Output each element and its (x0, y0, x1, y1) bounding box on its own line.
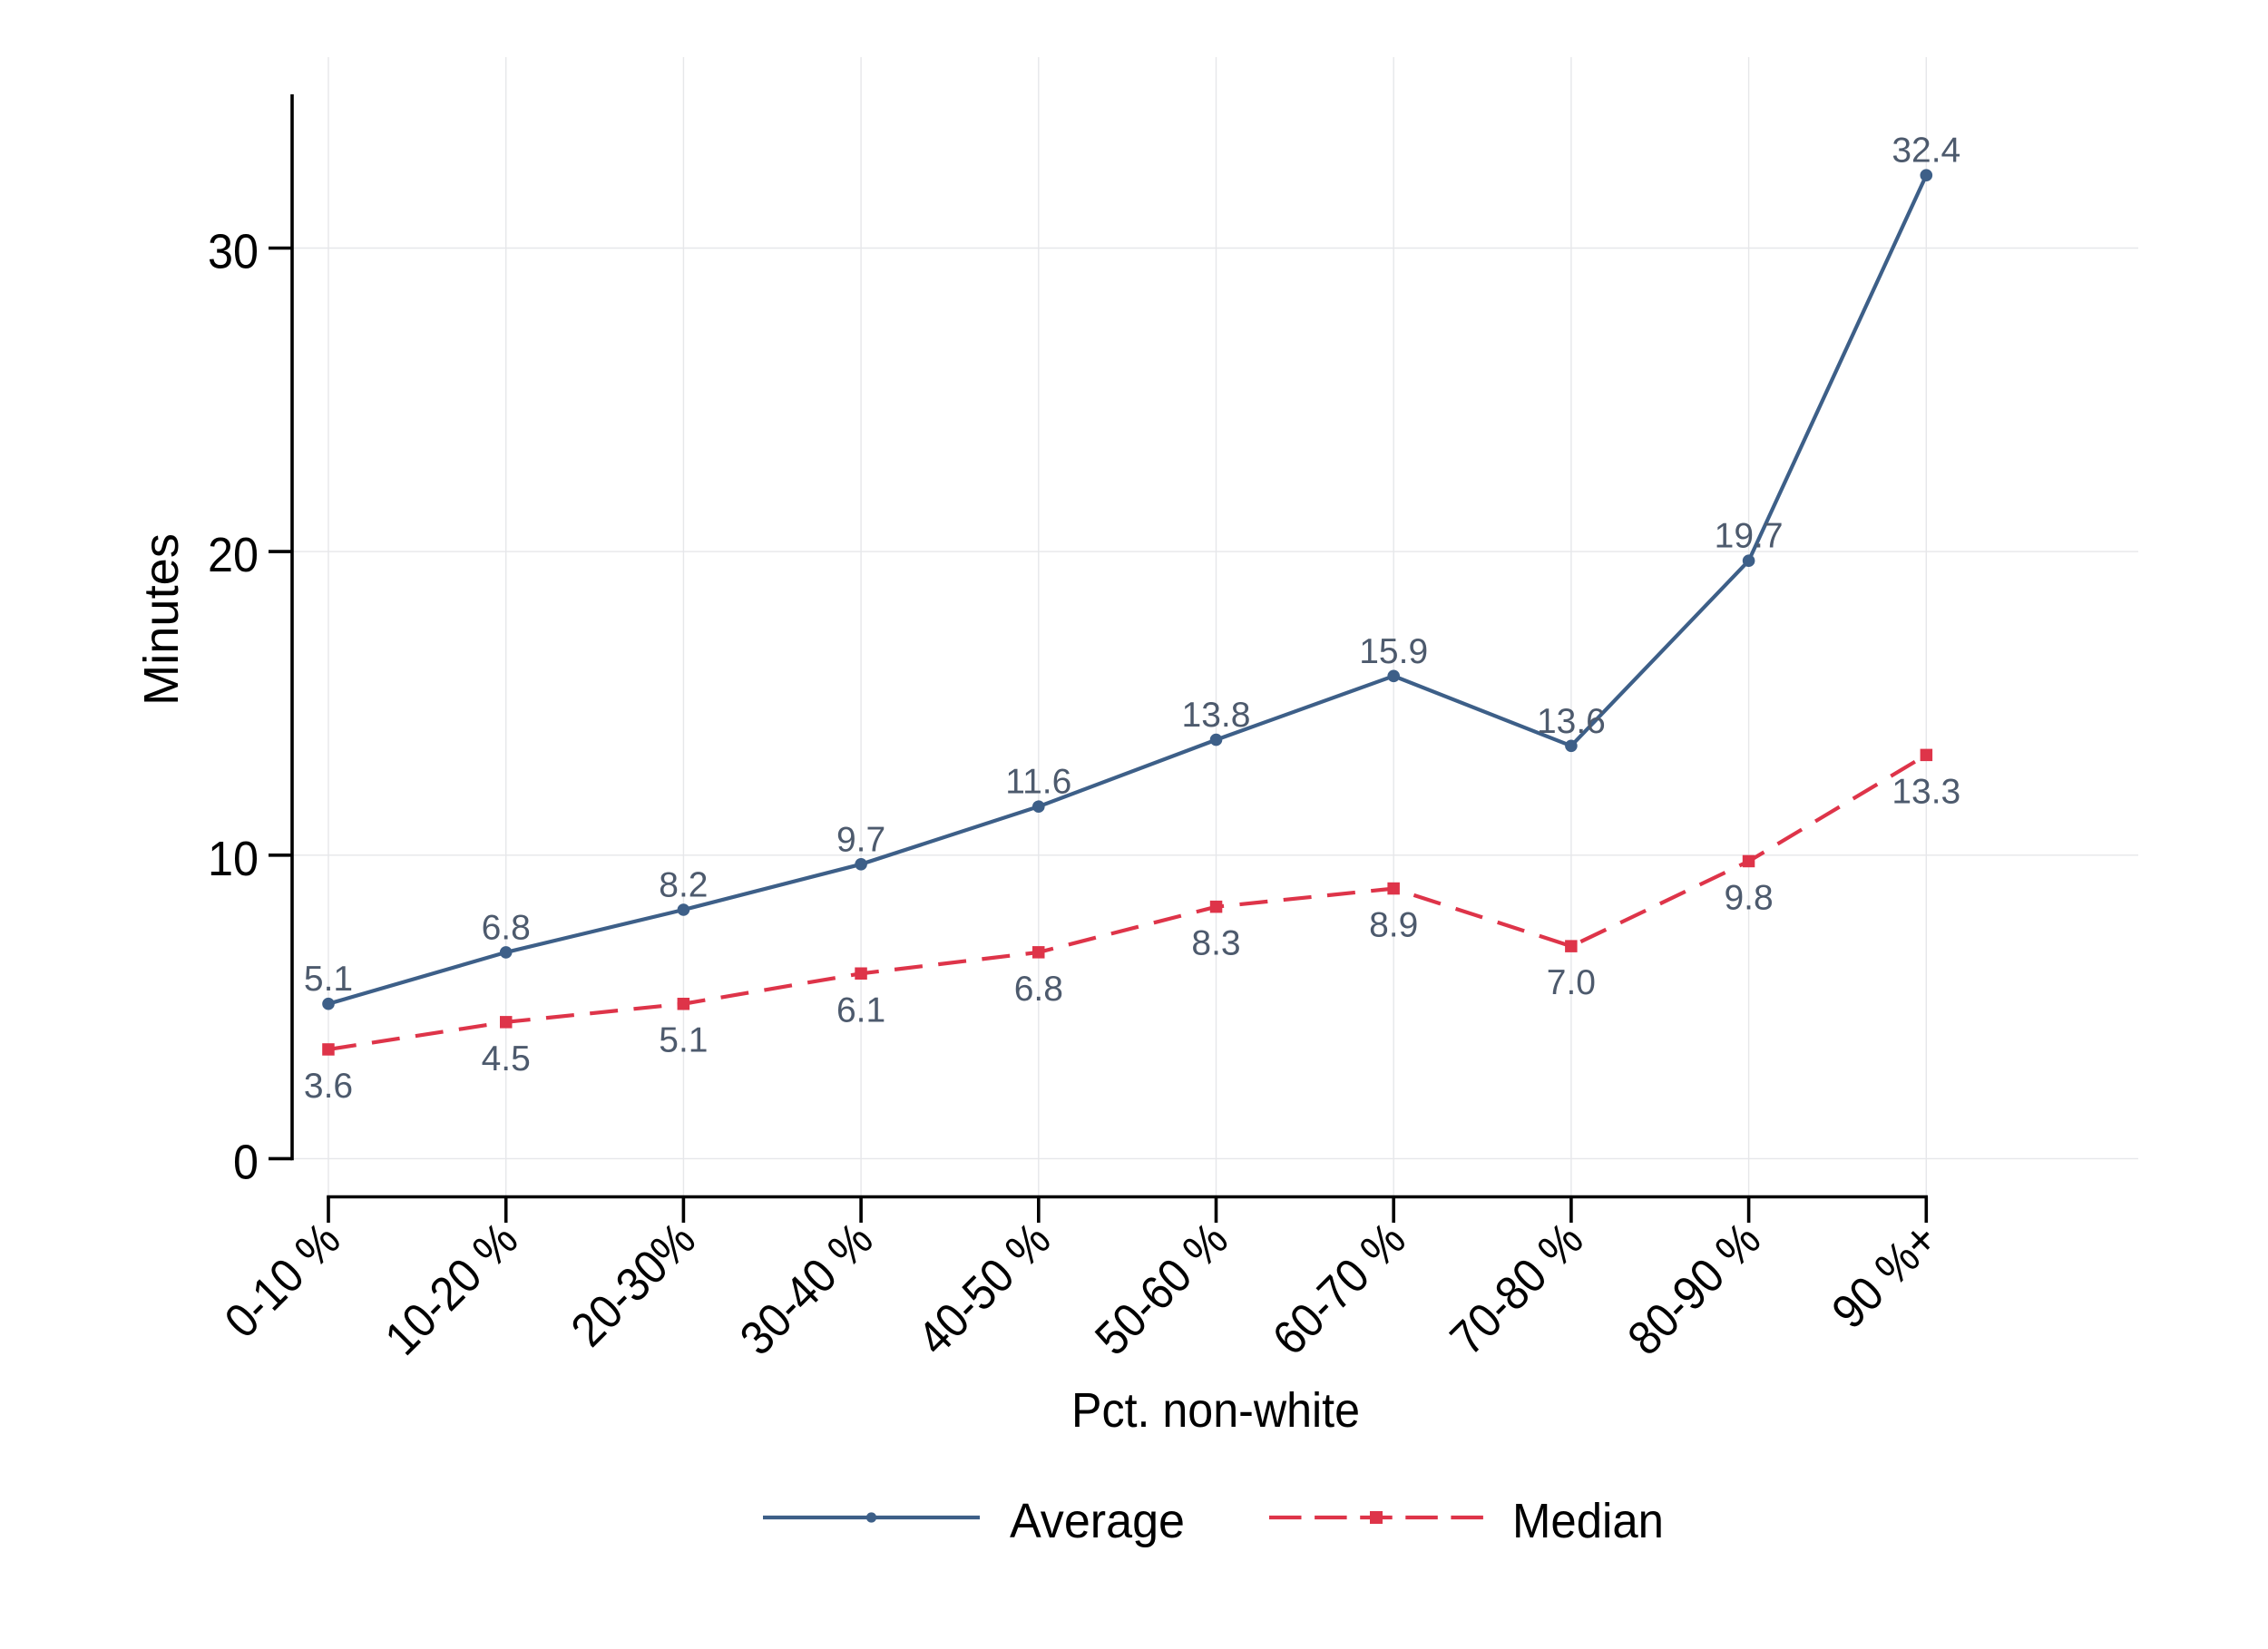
svg-text:9.7: 9.7 (836, 820, 885, 859)
svg-text:13.8: 13.8 (1182, 696, 1251, 735)
svg-text:3.6: 3.6 (304, 1067, 353, 1106)
svg-text:0: 0 (233, 1135, 259, 1189)
svg-text:10: 10 (208, 832, 259, 886)
svg-text:Pct. non-white: Pct. non-white (1071, 1383, 1360, 1438)
svg-text:5.1: 5.1 (659, 1021, 708, 1060)
svg-text:32.4: 32.4 (1892, 132, 1960, 171)
svg-text:8.2: 8.2 (659, 866, 708, 905)
svg-text:9.8: 9.8 (1724, 879, 1773, 918)
svg-text:5.1: 5.1 (304, 960, 353, 999)
svg-text:15.9: 15.9 (1359, 632, 1428, 671)
svg-text:20: 20 (208, 528, 259, 582)
svg-text:19.7: 19.7 (1715, 517, 1784, 556)
svg-text:Minutes: Minutes (134, 533, 189, 706)
svg-text:4.5: 4.5 (482, 1039, 531, 1078)
svg-text:Average: Average (1010, 1494, 1185, 1548)
svg-text:6.8: 6.8 (1014, 970, 1063, 1009)
svg-text:8.3: 8.3 (1191, 924, 1240, 963)
svg-text:8.9: 8.9 (1369, 906, 1418, 945)
svg-text:6.8: 6.8 (482, 908, 531, 947)
svg-text:13.6: 13.6 (1537, 702, 1606, 741)
svg-text:6.1: 6.1 (836, 990, 885, 1029)
svg-text:Median: Median (1512, 1494, 1664, 1548)
svg-text:13.3: 13.3 (1892, 772, 1960, 811)
svg-text:11.6: 11.6 (1005, 763, 1071, 802)
svg-text:30: 30 (208, 225, 259, 279)
svg-text:7.0: 7.0 (1547, 963, 1596, 1002)
